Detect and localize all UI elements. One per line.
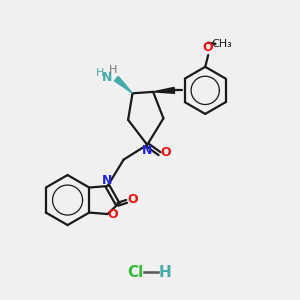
Text: N: N (102, 174, 113, 187)
Text: Cl: Cl (127, 265, 143, 280)
Text: H: H (96, 68, 104, 78)
Text: H: H (109, 65, 117, 75)
Text: CH₃: CH₃ (211, 39, 232, 49)
Text: O: O (203, 41, 214, 54)
Text: O: O (127, 194, 138, 206)
Text: O: O (107, 208, 118, 220)
Text: N: N (102, 70, 113, 84)
Text: H: H (159, 265, 172, 280)
Polygon shape (153, 87, 175, 93)
Text: O: O (161, 146, 171, 159)
Polygon shape (114, 76, 133, 93)
Text: N: N (142, 144, 152, 157)
